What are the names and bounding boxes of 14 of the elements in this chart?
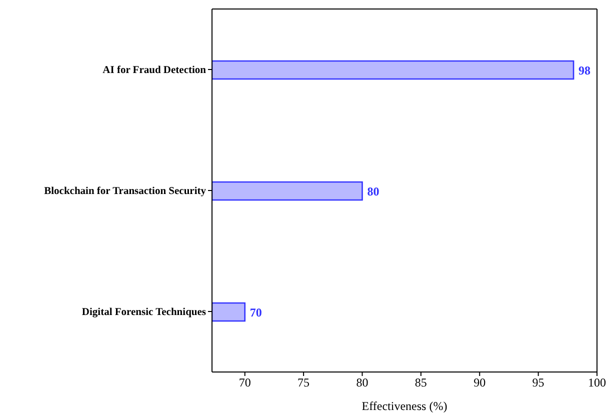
x-tick-label: 90 xyxy=(474,376,486,390)
y-tick-label: Blockchain for Transaction Security xyxy=(44,186,207,198)
y-tick-label: Digital Forensic Techniques xyxy=(82,307,206,318)
x-tick-label: 75 xyxy=(298,376,310,390)
x-tick-label: 95 xyxy=(532,376,544,390)
y-tick-label: AI for Fraud Detection xyxy=(102,65,206,76)
x-tick-label: 70 xyxy=(238,376,251,390)
data-label: 80 xyxy=(367,184,380,198)
x-axis-title: Effectiveness (%) xyxy=(362,399,448,413)
data-label: 98 xyxy=(578,63,591,78)
data-label: 70 xyxy=(250,305,262,320)
x-tick-label: 85 xyxy=(414,376,427,390)
x-tick-label: 80 xyxy=(356,376,368,390)
x-tick-label: 100 xyxy=(588,376,606,390)
